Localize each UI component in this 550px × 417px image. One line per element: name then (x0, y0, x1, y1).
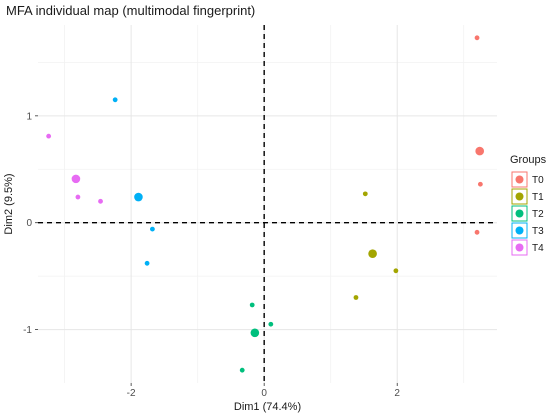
data-point-t1 (393, 268, 399, 274)
centroid-point-t0 (475, 146, 485, 156)
plot-panel (38, 25, 497, 383)
centroid-point-t3 (134, 192, 143, 202)
x-tick-label: -2 (127, 388, 136, 399)
data-point-t0 (474, 229, 480, 235)
data-point-t2 (249, 302, 255, 308)
data-point-t4 (75, 194, 81, 200)
y-axis-title: Dim2 (9.5%) (3, 173, 15, 234)
legend-marker-t3 (515, 226, 524, 235)
y-tick-label: -1 (23, 325, 32, 336)
legend-label-t4: T4 (532, 243, 544, 254)
data-point-t1 (362, 191, 368, 197)
legend-marker-t2 (515, 209, 524, 218)
centroid-point-t2 (250, 328, 260, 338)
legend-title: Groups (510, 154, 547, 166)
data-point-t1 (353, 295, 359, 300)
data-point-t0 (477, 181, 483, 187)
legend-marker-t0 (515, 175, 524, 184)
chart-title: MFA individual map (multimodal fingerpri… (6, 3, 256, 18)
legend-label-t0: T0 (532, 175, 544, 186)
legend-label-t2: T2 (532, 209, 544, 220)
legend-marker-t1 (515, 192, 524, 201)
data-point-t0 (474, 35, 480, 41)
legend-marker-t4 (515, 243, 524, 252)
data-point-t2 (268, 321, 274, 327)
legend-label-t1: T1 (532, 192, 544, 203)
x-tick-label: 2 (394, 388, 400, 399)
y-tick-label: 1 (26, 111, 32, 122)
data-point-t4 (46, 133, 52, 139)
centroid-point-t1 (368, 249, 377, 258)
legend-label-t3: T3 (532, 226, 544, 237)
centroid-point-t4 (71, 174, 81, 184)
data-point-t4 (98, 198, 103, 204)
data-point-t3 (144, 260, 150, 266)
data-point-t2 (239, 367, 245, 373)
x-axis-title: Dim1 (74.4%) (234, 401, 301, 413)
y-tick-label: 0 (26, 218, 32, 229)
x-tick-label: 0 (261, 388, 267, 399)
data-point-t3 (150, 226, 155, 232)
data-point-t3 (112, 97, 118, 103)
